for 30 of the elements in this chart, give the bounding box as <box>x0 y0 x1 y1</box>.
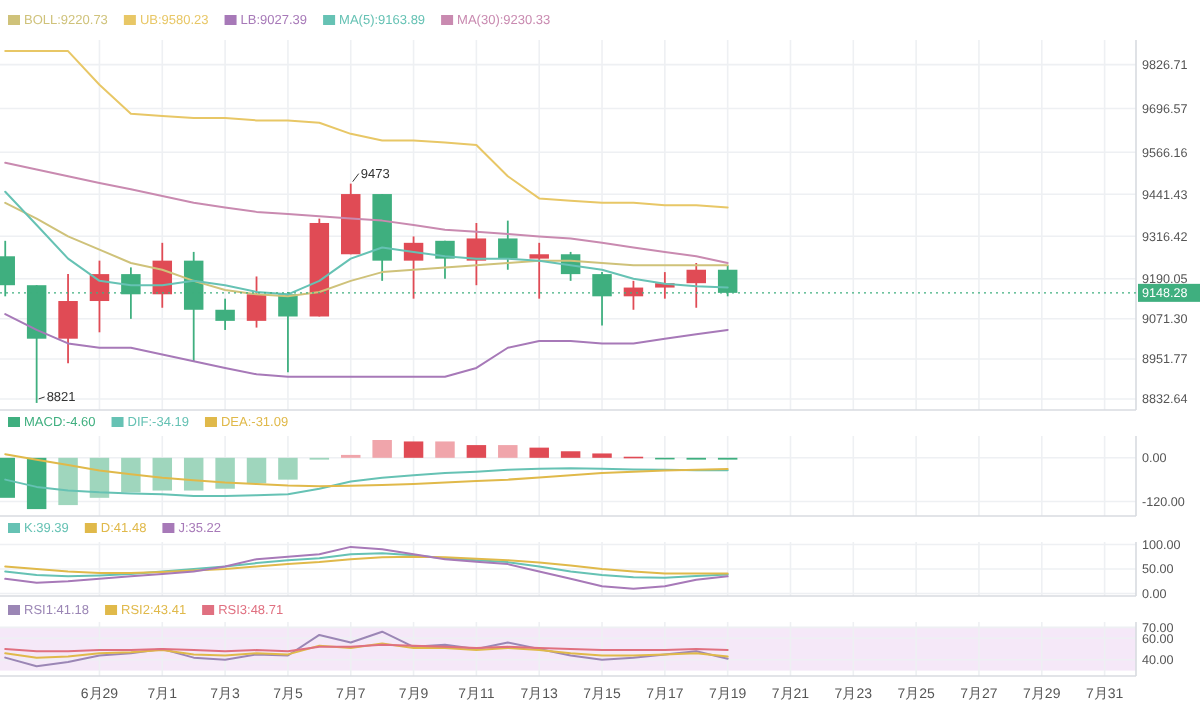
line-series <box>4 545 729 590</box>
bar <box>529 447 549 458</box>
line-series <box>4 642 729 659</box>
candlestick <box>246 275 267 329</box>
bar <box>152 457 173 491</box>
bar <box>58 457 78 506</box>
line-series <box>4 630 729 668</box>
candlestick <box>466 222 487 287</box>
line-series <box>4 453 729 488</box>
candlestick <box>686 262 706 309</box>
line-series <box>4 313 729 378</box>
bar <box>372 440 392 458</box>
bar <box>560 451 581 458</box>
bar <box>121 457 141 493</box>
bar <box>26 457 47 510</box>
candlestick <box>529 241 549 300</box>
bar <box>278 457 298 480</box>
candlestick <box>58 273 78 365</box>
bar <box>183 457 204 491</box>
bar <box>403 441 424 458</box>
line-series <box>4 161 729 264</box>
candlestick <box>215 297 235 331</box>
bar <box>498 445 518 458</box>
bar <box>215 457 235 489</box>
line-series <box>4 50 729 209</box>
candlestick <box>498 219 518 271</box>
line-series <box>4 467 729 497</box>
bar <box>435 441 455 458</box>
bar <box>246 457 267 484</box>
bar <box>466 445 487 458</box>
